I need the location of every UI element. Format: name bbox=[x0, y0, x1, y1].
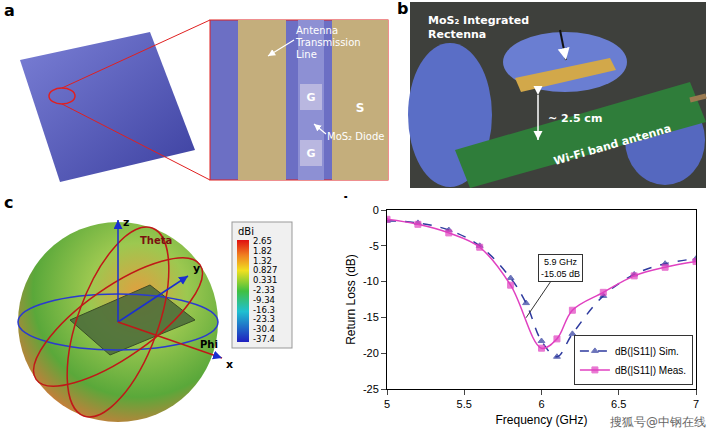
svg-text:-2.33: -2.33 bbox=[253, 285, 275, 295]
svg-text:Return Loss (dB): Return Loss (dB) bbox=[344, 254, 358, 345]
svg-text:y: y bbox=[193, 262, 200, 275]
svg-text:a: a bbox=[4, 1, 15, 20]
svg-text:G: G bbox=[306, 147, 315, 160]
svg-text:dBi: dBi bbox=[238, 226, 254, 237]
svg-text:dB(|S11|) Sim.: dB(|S11|) Sim. bbox=[615, 346, 679, 357]
svg-text:5.5: 5.5 bbox=[457, 398, 472, 410]
svg-text:-15: -15 bbox=[363, 311, 379, 323]
svg-text:5.9 GHz-15.05 dB: 5.9 GHz-15.05 dB bbox=[541, 257, 580, 279]
svg-text:7: 7 bbox=[693, 398, 699, 410]
svg-text:Line: Line bbox=[296, 49, 317, 60]
svg-text:Phi: Phi bbox=[200, 339, 218, 350]
svg-text:MoS₂ Diode: MoS₂ Diode bbox=[327, 131, 384, 142]
svg-text:-16.3: -16.3 bbox=[253, 305, 275, 315]
svg-text:-30.4: -30.4 bbox=[253, 324, 275, 334]
svg-text:0.331: 0.331 bbox=[253, 275, 277, 285]
svg-text:0.827: 0.827 bbox=[253, 265, 277, 275]
svg-text:-20: -20 bbox=[363, 347, 379, 359]
svg-text:Rectenna: Rectenna bbox=[428, 28, 486, 41]
svg-text:0: 0 bbox=[373, 204, 379, 216]
svg-text:6: 6 bbox=[538, 398, 544, 410]
svg-text:Frequency (GHz): Frequency (GHz) bbox=[495, 413, 587, 427]
svg-text:G: G bbox=[306, 91, 315, 104]
svg-text:1.32: 1.32 bbox=[253, 256, 272, 266]
svg-text:MoS₂ Integrated: MoS₂ Integrated bbox=[428, 14, 529, 27]
svg-text:d: d bbox=[337, 193, 348, 212]
svg-text:S: S bbox=[356, 101, 365, 115]
svg-text:Wi-Fi band antenna: Wi-Fi band antenna bbox=[552, 122, 672, 168]
svg-text:c: c bbox=[4, 193, 13, 212]
svg-text:-9.34: -9.34 bbox=[253, 295, 275, 305]
svg-text:Antenna: Antenna bbox=[296, 25, 338, 36]
svg-text:b: b bbox=[397, 0, 408, 18]
svg-text:Theta: Theta bbox=[140, 235, 172, 246]
svg-text:-23.3: -23.3 bbox=[253, 314, 275, 324]
svg-text:2.65: 2.65 bbox=[253, 236, 272, 246]
svg-text:-5: -5 bbox=[369, 240, 379, 252]
svg-text:6.5: 6.5 bbox=[611, 398, 626, 410]
svg-text:-25: -25 bbox=[363, 383, 379, 395]
svg-text:~ 2.5 cm: ~ 2.5 cm bbox=[548, 112, 602, 125]
svg-text:-37.4: -37.4 bbox=[253, 334, 275, 344]
svg-text:dB(|S11|) Meas.: dB(|S11|) Meas. bbox=[615, 365, 686, 376]
html-text:搜狐号@中钢在线: 搜狐号@中钢在线 bbox=[610, 415, 706, 429]
svg-text:Transmission: Transmission bbox=[295, 37, 361, 48]
svg-text:5: 5 bbox=[384, 398, 390, 410]
svg-text:-10: -10 bbox=[363, 275, 379, 287]
svg-text:z: z bbox=[123, 216, 129, 229]
svg-text:1.82: 1.82 bbox=[253, 246, 272, 256]
svg-text:x: x bbox=[226, 358, 233, 371]
